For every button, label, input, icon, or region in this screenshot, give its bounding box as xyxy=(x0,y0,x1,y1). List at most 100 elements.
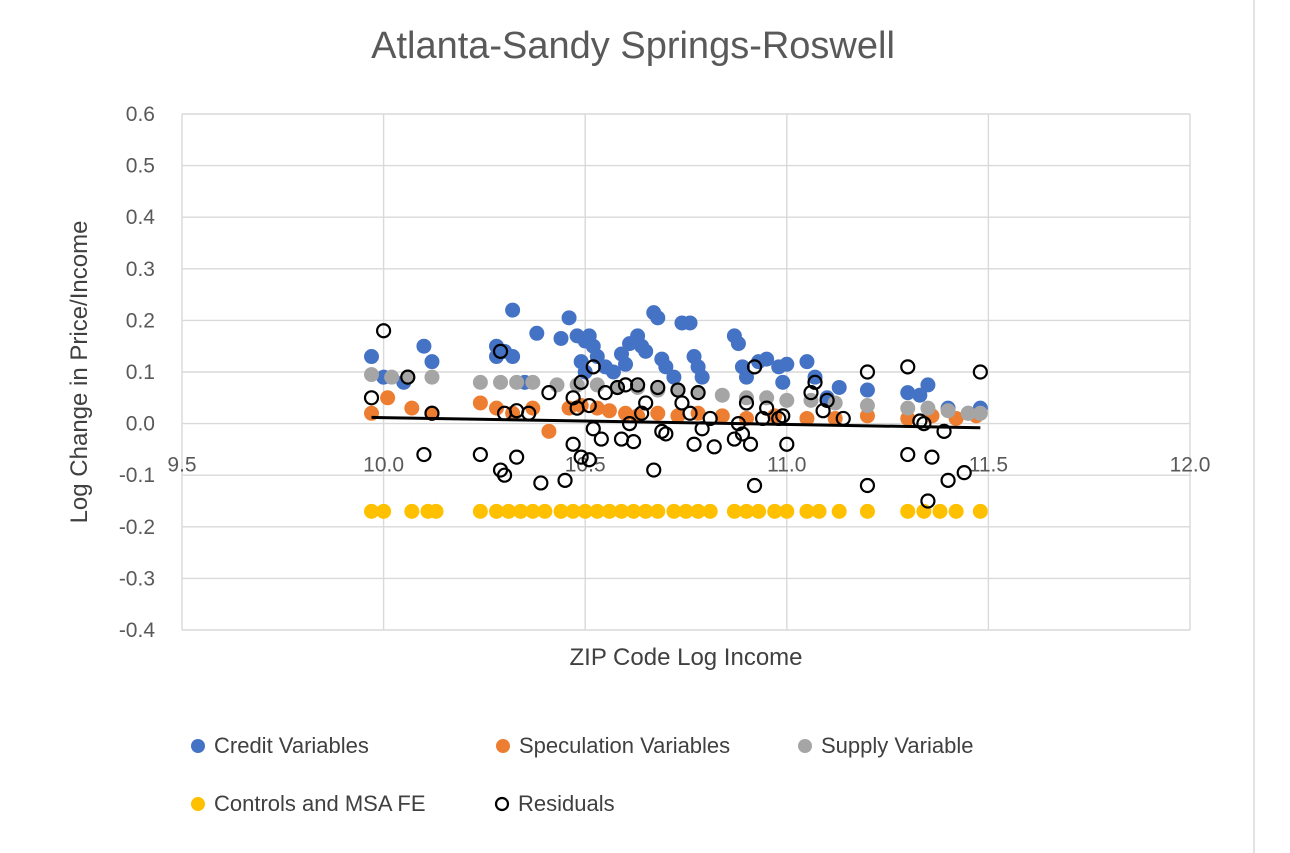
residuals-point xyxy=(738,395,755,411)
y-tick-label: 0.4 xyxy=(126,206,156,229)
residuals-point xyxy=(775,408,791,424)
controls-and-msa-fe-point xyxy=(525,503,541,519)
residuals-point xyxy=(533,475,549,491)
credit-variables-point xyxy=(831,379,847,395)
supply-variable-point xyxy=(493,374,509,390)
controls-and-msa-fe-point xyxy=(376,503,392,519)
residuals-point xyxy=(573,449,589,465)
supply-variable-point xyxy=(472,374,488,390)
supply-variable-point xyxy=(940,403,956,419)
y-tick-label: -0.1 xyxy=(119,464,155,487)
controls-and-msa-fe-point xyxy=(831,503,847,519)
residuals-point xyxy=(593,431,609,447)
supply-variable-point xyxy=(859,398,875,414)
residuals-point xyxy=(940,472,956,488)
residuals-point xyxy=(581,397,597,414)
controls-and-msa-fe-point xyxy=(690,503,706,519)
residuals-point xyxy=(609,379,626,396)
legend-label-credit-variables: Credit Variables xyxy=(214,733,369,758)
supply-variable-point xyxy=(670,382,686,398)
credit-variables-point xyxy=(799,354,815,370)
x-tick-label: 11.5 xyxy=(969,454,1008,477)
credit-variables-point xyxy=(561,310,577,326)
supply-variable-point xyxy=(364,367,380,383)
residuals-point xyxy=(400,369,416,385)
residuals-point xyxy=(924,449,940,465)
supply-variable-point xyxy=(900,400,916,416)
credit-variables-point xyxy=(738,369,754,385)
credit-variables-point xyxy=(920,377,936,393)
controls-and-msa-fe-point xyxy=(702,503,718,519)
controls-and-msa-fe-point xyxy=(900,503,916,519)
supply-variable-point xyxy=(960,405,976,421)
supply-variable-point xyxy=(509,374,525,390)
credit-variables-point xyxy=(682,315,698,331)
residuals-point xyxy=(650,379,666,396)
credit-variables-point xyxy=(775,374,791,390)
controls-and-msa-fe-point xyxy=(779,503,795,519)
residuals-point xyxy=(565,436,581,452)
controls-and-msa-fe-point xyxy=(513,503,529,519)
legend-marker-controls-and-msa-fe xyxy=(191,797,205,811)
residuals-point xyxy=(916,416,932,432)
speculation-variables-point xyxy=(488,400,504,416)
credit-variables-point xyxy=(505,302,521,318)
x-tick-label: 12.0 xyxy=(1170,454,1211,477)
y-tick-label: 0.2 xyxy=(126,309,155,332)
residuals-point xyxy=(807,374,823,390)
credit-variables-point xyxy=(900,385,916,401)
residuals-point xyxy=(621,416,638,432)
speculation-variables-point xyxy=(589,400,605,416)
residuals-point xyxy=(613,431,630,447)
supply-variable-point xyxy=(525,374,541,390)
legend-label-speculation-variables: Speculation Variables xyxy=(519,733,730,758)
credit-variables-point xyxy=(694,369,710,385)
controls-and-msa-fe-point xyxy=(859,503,875,519)
supply-variable-point xyxy=(779,392,795,408)
gridlines xyxy=(181,113,1191,631)
credit-variables-point xyxy=(605,364,621,380)
supply-variable-point xyxy=(972,405,988,421)
controls-and-msa-fe-point xyxy=(650,503,666,519)
speculation-variables-point xyxy=(601,403,617,419)
controls-and-msa-fe-point xyxy=(738,503,754,519)
residuals-point xyxy=(674,395,690,411)
residuals-point xyxy=(779,436,795,452)
supply-variable-point xyxy=(690,385,706,401)
residuals-point xyxy=(859,477,876,494)
controls-and-msa-fe-point xyxy=(767,503,783,519)
controls-and-msa-fe-point xyxy=(811,503,827,519)
supply-variable-point xyxy=(920,400,936,416)
controls-and-msa-fe-point xyxy=(501,503,517,519)
credit-variables-point xyxy=(638,343,654,359)
controls-and-msa-fe-point xyxy=(537,503,553,519)
supply-variable-point xyxy=(400,369,416,385)
credit-variables-point xyxy=(658,359,674,375)
speculation-variables-point xyxy=(650,405,666,421)
legend-marker-speculation-variables xyxy=(496,739,510,753)
residuals-point xyxy=(900,359,916,375)
credit-variables-point xyxy=(650,310,666,326)
speculation-variables-point xyxy=(380,390,396,406)
residuals-point xyxy=(541,385,557,401)
speculation-variables-point xyxy=(859,408,875,424)
legend-marker-residuals xyxy=(494,796,510,812)
credit-variables-point xyxy=(529,325,545,341)
residuals-point xyxy=(686,436,702,452)
residuals-point xyxy=(597,385,613,401)
y-tick-label: -0.3 xyxy=(119,567,155,590)
residuals-point xyxy=(581,452,597,468)
controls-and-msa-fe-point xyxy=(472,503,488,519)
residuals-point xyxy=(625,434,642,450)
speculation-variables-point xyxy=(541,423,557,439)
supply-variable-point xyxy=(384,369,400,385)
legend-label-supply-variable: Supply Variable xyxy=(821,733,973,758)
y-axis-title: Log Change in Price/Income xyxy=(66,221,93,524)
credit-variables-point xyxy=(364,349,380,365)
residuals-trendline xyxy=(371,415,981,430)
residuals-point xyxy=(746,477,763,494)
supply-variable-point xyxy=(589,377,605,393)
controls-and-msa-fe-point xyxy=(364,503,380,519)
speculation-variables-point xyxy=(404,400,420,416)
